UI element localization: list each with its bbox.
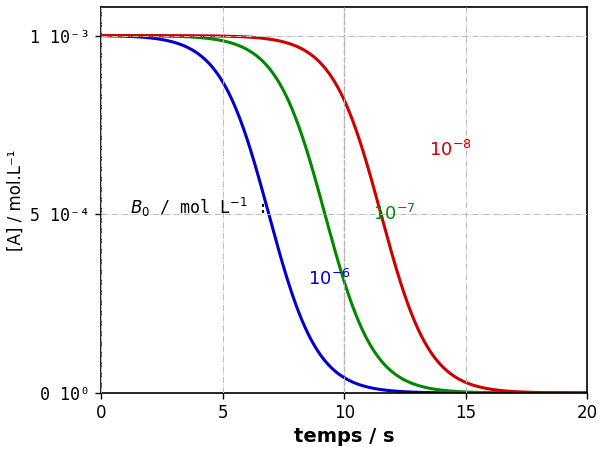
Y-axis label: [A] / mol.L⁻¹: [A] / mol.L⁻¹	[7, 149, 25, 251]
Text: $10^{-7}$: $10^{-7}$	[373, 204, 416, 224]
Text: $B_0$ / mol L$^{-1}$ :: $B_0$ / mol L$^{-1}$ :	[130, 196, 266, 219]
Text: $10^{-8}$: $10^{-8}$	[430, 140, 472, 160]
Text: $10^{-6}$: $10^{-6}$	[308, 269, 350, 289]
X-axis label: temps / s: temps / s	[294, 427, 394, 446]
